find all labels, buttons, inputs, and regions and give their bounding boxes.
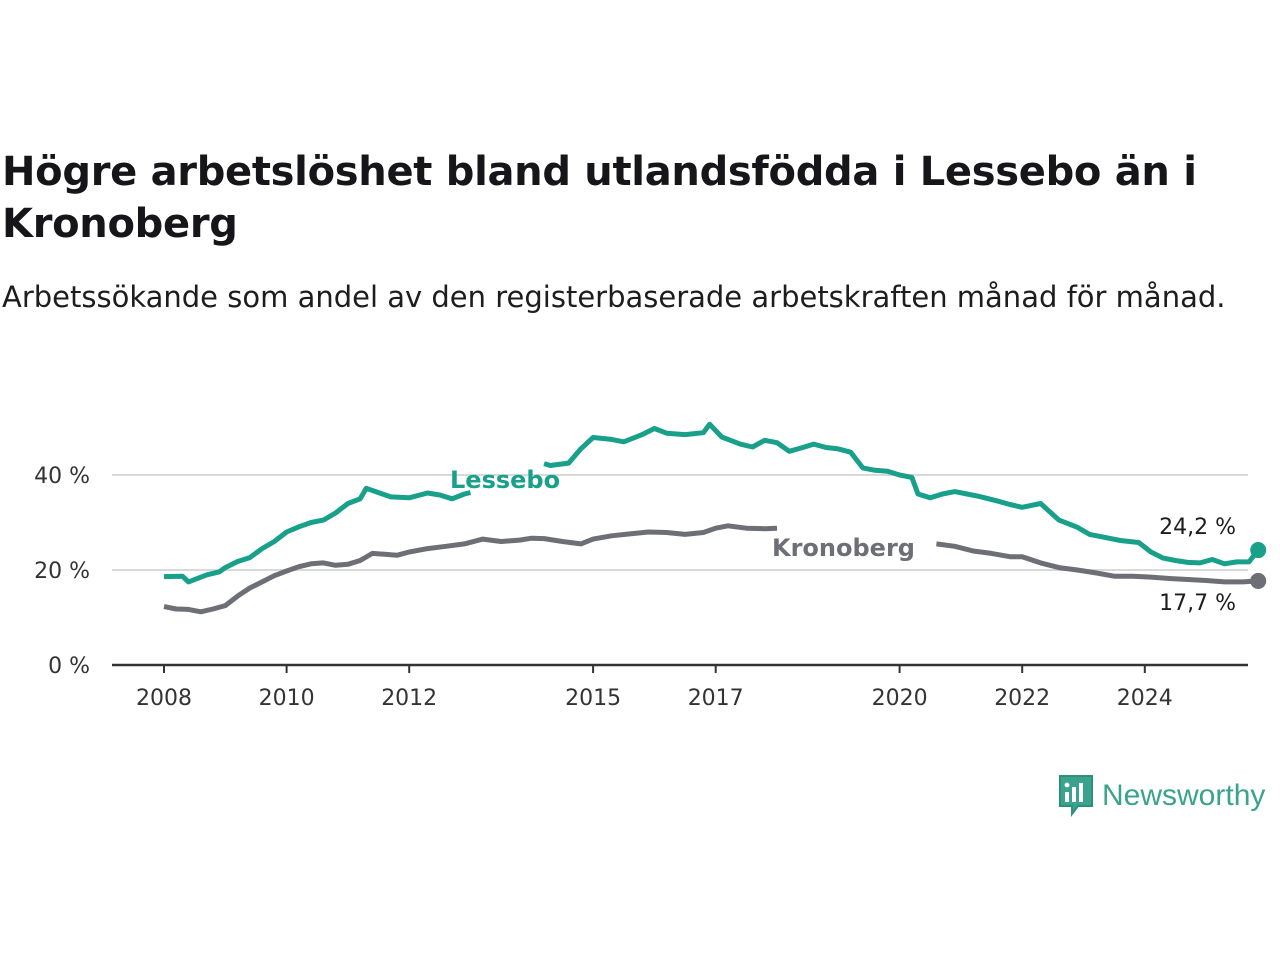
series-end-point	[1250, 542, 1267, 559]
y-tick-label: 40 %	[34, 464, 90, 489]
x-tick-label: 2020	[872, 686, 928, 711]
y-tick-label: 20 %	[34, 559, 90, 584]
series-end-point	[1250, 572, 1267, 589]
end-value-label-lessebo: 24,2 %	[1159, 515, 1236, 540]
chart-title: Högre arbetslöshet bland utlandsfödda i …	[2, 149, 1197, 247]
x-tick-label: 2015	[565, 686, 621, 711]
series-lines	[163, 421, 1267, 615]
y-tick-label: 0 %	[48, 654, 90, 679]
x-tick-label: 2017	[688, 686, 744, 711]
brand-name: Newsworthy	[1102, 779, 1266, 812]
x-tick-label: 2012	[381, 686, 437, 711]
x-axis: 2008 2010 2012 2015 2017 2020 2022 2024	[112, 663, 1248, 711]
x-tick-label: 2010	[259, 686, 315, 711]
series-line-lessebo	[163, 485, 472, 585]
chart-subtitle: Arbetssökande som andel av den registerb…	[2, 280, 1226, 314]
series-labels: Lessebo Kronoberg 24,2 % 17,7 %	[450, 466, 1236, 616]
x-tick-label: 2024	[1117, 686, 1173, 711]
series-label-lessebo: Lessebo	[450, 466, 560, 494]
x-tick-label: 2022	[994, 686, 1050, 711]
newsworthy-logo: Newsworthy	[1058, 774, 1265, 818]
gridlines	[112, 474, 1248, 571]
series-line-lessebo	[543, 421, 1261, 567]
series-line-kronoberg	[163, 523, 778, 615]
series-line-kronoberg	[936, 541, 1259, 585]
newsworthy-chart-icon	[1059, 775, 1093, 817]
series-label-kronoberg: Kronoberg	[772, 534, 915, 562]
end-value-label-kronoberg: 17,7 %	[1159, 591, 1236, 616]
x-tick-label: 2008	[136, 686, 192, 711]
y-axis-tick-labels: 0 % 20 % 40 %	[34, 464, 90, 679]
